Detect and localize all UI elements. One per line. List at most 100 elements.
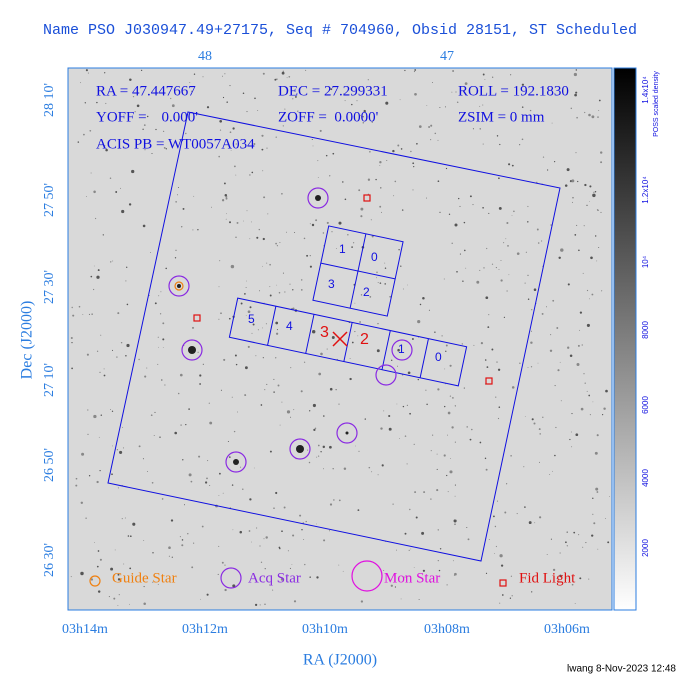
noise-star [586, 323, 590, 327]
noise-star [86, 353, 89, 356]
noise-star [538, 428, 541, 431]
noise-star [100, 414, 103, 416]
noise-star [312, 330, 316, 334]
noise-star [128, 203, 132, 206]
noise-star [289, 283, 291, 285]
aimpoint [332, 331, 348, 347]
noise-star [594, 451, 598, 455]
noise-star [240, 302, 243, 305]
noise-star [259, 290, 261, 292]
noise-star [430, 139, 432, 141]
noise-star [454, 441, 456, 443]
noise-star [335, 248, 337, 250]
noise-star [445, 167, 448, 170]
noise-star [437, 388, 440, 391]
noise-star [509, 597, 512, 599]
noise-star [448, 213, 451, 215]
noise-star [446, 584, 448, 586]
noise-star [338, 564, 340, 566]
noise-star [229, 85, 231, 87]
noise-star [117, 573, 120, 576]
legend-label: Acq Star [248, 570, 301, 586]
noise-star [184, 504, 185, 506]
left-tick-label: 26 30' [42, 543, 57, 577]
noise-star [479, 105, 481, 107]
noise-star [161, 498, 164, 500]
noise-star [401, 209, 404, 211]
noise-star [592, 193, 596, 198]
noise-star [572, 196, 574, 199]
noise-star [500, 279, 503, 282]
noise-star [360, 207, 364, 211]
noise-star [93, 414, 97, 419]
noise-star [488, 539, 490, 540]
noise-star [206, 593, 209, 596]
noise-star [357, 335, 359, 337]
noise-star [575, 91, 578, 94]
noise-star [269, 450, 272, 453]
noise-star [111, 410, 114, 412]
noise-star [426, 105, 428, 106]
noise-star [351, 246, 353, 248]
noise-star [123, 114, 125, 115]
noise-star [579, 311, 583, 314]
noise-star [504, 511, 507, 514]
noise-star [266, 383, 268, 385]
noise-star [91, 313, 93, 315]
noise-star [400, 265, 402, 267]
noise-star [96, 480, 99, 484]
noise-star [524, 506, 526, 508]
noise-star [174, 257, 177, 259]
noise-star [223, 358, 226, 361]
noise-star [208, 402, 210, 404]
noise-star [281, 192, 283, 195]
noise-star [472, 128, 474, 130]
noise-star [158, 295, 160, 297]
noise-star [281, 401, 283, 403]
noise-star [467, 538, 470, 541]
noise-star [236, 221, 239, 224]
noise-star [541, 265, 543, 267]
noise-star [85, 517, 87, 519]
noise-star [482, 206, 484, 209]
noise-star [479, 269, 481, 271]
noise-star [358, 189, 361, 192]
noise-star [249, 498, 252, 501]
noise-star [530, 330, 532, 332]
noise-star [454, 223, 458, 227]
noise-star [496, 361, 498, 363]
noise-star [469, 438, 472, 441]
noise-star [193, 542, 195, 544]
noise-star [96, 350, 99, 352]
noise-star [259, 604, 261, 606]
noise-star [412, 162, 415, 165]
colorbar-title: POSS scaled density [653, 71, 660, 137]
noise-star [533, 422, 536, 425]
noise-star [322, 415, 325, 417]
noise-star [230, 264, 235, 269]
noise-star [143, 124, 146, 126]
noise-star [289, 567, 291, 569]
noise-star [80, 82, 82, 84]
noise-star [447, 411, 451, 415]
noise-star [142, 224, 146, 228]
fid-light [363, 194, 371, 202]
noise-star [394, 586, 396, 588]
noise-star [129, 535, 132, 538]
noise-star [487, 326, 490, 329]
noise-star [583, 373, 585, 375]
noise-star [349, 377, 352, 381]
noise-star [190, 480, 193, 483]
noise-star [232, 127, 235, 130]
noise-star [233, 165, 236, 168]
noise-star [497, 368, 501, 371]
noise-star [598, 99, 601, 102]
noise-star [90, 578, 94, 581]
noise-star [159, 436, 161, 438]
noise-star [219, 119, 223, 123]
noise-star [479, 128, 481, 130]
noise-star [292, 289, 294, 291]
noise-star [257, 329, 259, 331]
noise-star [461, 343, 463, 345]
noise-star [466, 527, 468, 528]
